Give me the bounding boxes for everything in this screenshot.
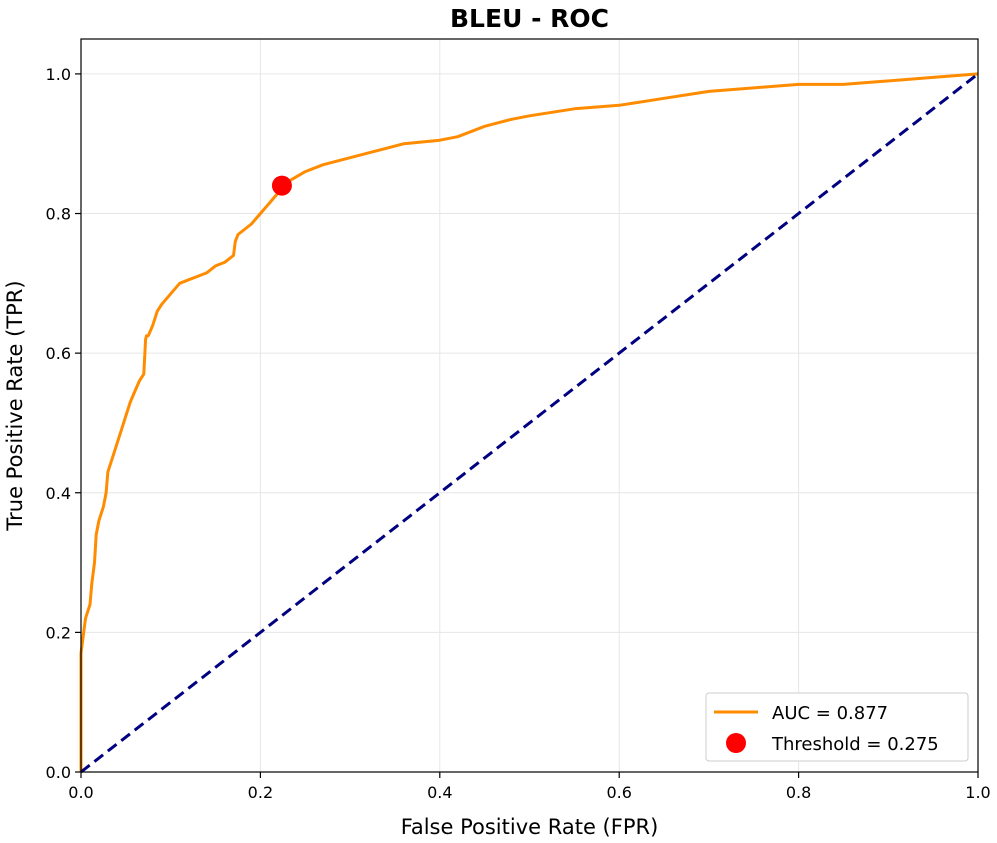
y-tick-label: 0.6: [46, 344, 71, 363]
random-baseline-line: [80, 72, 979, 774]
roc-curve-line: [79, 72, 979, 772]
threshold-point: [271, 175, 292, 196]
plot-frame: [80, 38, 979, 773]
legend: AUC = 0.877 Threshold = 0.275: [705, 692, 969, 762]
x-axis-title: False Positive Rate (FPR): [401, 815, 659, 839]
x-tick-label: 0.8: [786, 783, 811, 802]
x-tick-label: 1.0: [965, 783, 990, 802]
axis-ticks: 0.0 0.2 0.4 0.6 0.8 1.0 0.0 0.2 0.4 0.6 0.8 1.0: [46, 65, 991, 802]
x-tick-label: 0.4: [427, 783, 452, 802]
plot-series: [79, 72, 979, 774]
legend-label-threshold: Threshold = 0.275: [771, 734, 939, 755]
y-tick-label: 0.0: [46, 763, 71, 782]
y-tick-label: 1.0: [46, 65, 71, 84]
legend-box: [705, 692, 969, 762]
legend-label-auc: AUC = 0.877: [772, 703, 888, 724]
y-tick-label: 0.2: [46, 623, 71, 642]
x-tick-label: 0.0: [68, 783, 93, 802]
grid-lines: [80, 39, 979, 773]
y-tick-label: 0.8: [46, 205, 71, 224]
x-tick-label: 0.6: [606, 783, 631, 802]
chart-title: BLEU - ROC: [450, 4, 609, 33]
legend-point-swatch: [726, 733, 746, 753]
y-axis-title: True Positive Rate (TPR): [3, 280, 27, 531]
plot-points: [271, 175, 292, 196]
y-tick-label: 0.4: [46, 484, 71, 503]
x-tick-label: 0.2: [248, 783, 273, 802]
